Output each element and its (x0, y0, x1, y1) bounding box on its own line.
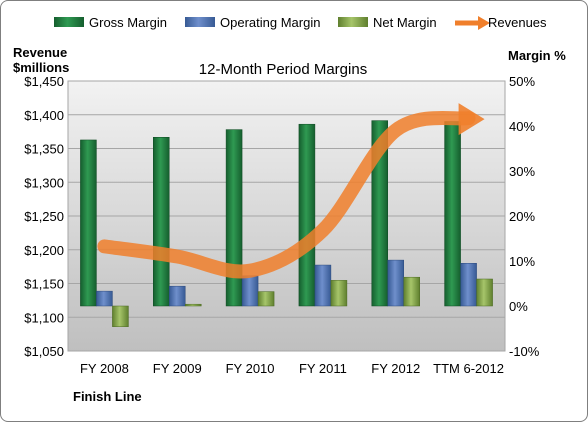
bar-gross-margin (80, 139, 97, 307)
right-axis-tick-label: 30% (509, 164, 535, 179)
x-axis-tick-label: FY 2010 (226, 361, 275, 376)
legend-swatch-gross-margin (54, 17, 84, 27)
left-axis-tick-label: $1,300 (24, 175, 64, 190)
x-axis-tick-label: FY 2009 (153, 361, 202, 376)
left-axis-title-line2: $millions (13, 60, 69, 75)
bar-gross-margin (298, 123, 316, 307)
left-axis-title-line1: Revenue (13, 45, 67, 60)
right-axis-tick-label: 40% (509, 119, 535, 134)
left-axis-tick-label: $1,350 (24, 142, 64, 157)
legend-swatch-operating-margin (185, 17, 215, 27)
bar-net-margin (257, 291, 275, 307)
left-axis-tick-label: $1,050 (24, 344, 64, 359)
bar-operating-margin (96, 290, 113, 307)
right-axis-title: Margin % (508, 48, 566, 63)
x-axis-tick-label: FY 2008 (80, 361, 129, 376)
bar-gross-margin (371, 120, 388, 307)
bar-operating-margin (460, 263, 477, 307)
legend-arrowhead-revenues (478, 16, 490, 30)
left-axis-tick-label: $1,200 (24, 243, 64, 258)
legend: Gross Margin Operating Margin Net Margin… (54, 15, 547, 30)
bar-operating-margin (387, 259, 404, 307)
bar-net-margin (476, 278, 493, 307)
left-axis-tick-label: $1,250 (24, 209, 64, 224)
legend-label-operating-margin: Operating Margin (220, 15, 320, 30)
bar-gross-margin (444, 121, 461, 307)
left-axis-tick-label: $1,450 (24, 74, 64, 89)
x-axis-tick-label: FY 2012 (371, 361, 420, 376)
bar-net-margin (403, 276, 420, 307)
bar-gross-margin (225, 129, 243, 307)
right-axis-tick-label: 50% (509, 74, 535, 89)
right-axis-tick-label: 0% (509, 299, 528, 314)
axis-ticks: $1,050 $1,100 $1,150 $1,200 $1,250 $1,300 $1,3… (24, 74, 540, 376)
revenues-line (97, 103, 485, 279)
line-revenues-arrowhead (458, 103, 485, 136)
bar-net-margin (330, 280, 348, 307)
legend-label-revenues: Revenues (488, 15, 547, 30)
left-axis-tick-label: $1,400 (24, 108, 64, 123)
bar-operating-margin (241, 275, 259, 307)
bar-operating-margin (314, 264, 332, 307)
right-axis-tick-label: -10% (509, 344, 540, 359)
x-axis-tick-label: FY 2011 (299, 361, 347, 376)
left-axis-tick-label: $1,100 (24, 310, 64, 325)
bars (80, 120, 493, 327)
right-axis-tick-label: 20% (509, 209, 535, 224)
right-axis-tick-label: 10% (509, 254, 535, 269)
bar-net-margin (112, 305, 129, 327)
footer-label: Finish Line (73, 389, 142, 404)
chart-title: 12-Month Period Margins (199, 61, 367, 78)
x-axis-tick-label: TTM 6-2012 (433, 361, 504, 376)
bar-gross-margin (153, 137, 170, 307)
bar-operating-margin (169, 285, 186, 307)
legend-label-net-margin: Net Margin (373, 15, 437, 30)
legend-label-gross-margin: Gross Margin (89, 15, 167, 30)
left-axis-tick-label: $1,150 (24, 277, 64, 292)
legend-swatch-net-margin (338, 17, 368, 27)
bar-net-margin (185, 303, 202, 307)
line-revenues (97, 110, 476, 279)
